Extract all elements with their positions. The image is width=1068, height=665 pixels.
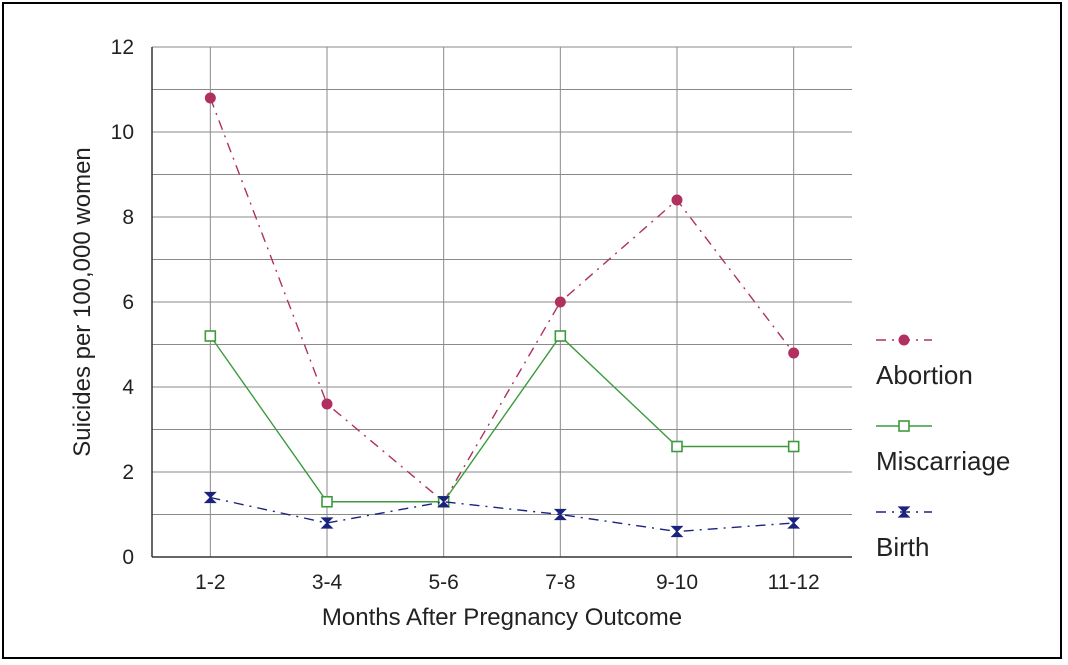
data-point-abortion	[204, 92, 216, 104]
x-tick-label: 9-10	[656, 571, 698, 594]
data-point-abortion	[321, 398, 333, 410]
data-point-birth	[437, 496, 451, 508]
y-tick-label: 10	[111, 121, 134, 144]
axes: 0 2 4 6 8 10 12 1-2 3-4 5-6 7-8 9-10 11-12	[111, 36, 852, 594]
data-point-birth	[203, 491, 217, 504]
data-point-miscarriage	[671, 440, 683, 453]
x-axis-title: Months After Pregnancy Outcome	[322, 604, 682, 631]
x-tick-label: 1-2	[195, 571, 225, 594]
y-tick-label: 6	[122, 291, 134, 314]
data-point-birth	[320, 517, 334, 529]
y-tick-label: 8	[122, 206, 134, 229]
legend-marker	[897, 506, 911, 518]
data-point-miscarriage	[204, 330, 217, 342]
x-tick-label: 7-8	[545, 571, 575, 594]
legend-label: Abortion	[876, 360, 973, 390]
series-group	[203, 92, 801, 538]
y-tick-label: 0	[122, 546, 134, 569]
legend-marker	[898, 420, 910, 432]
data-point-miscarriage	[787, 440, 800, 453]
series-line-abortion	[209, 97, 795, 503]
x-tick-label: 3-4	[312, 571, 343, 594]
data-point-birth	[670, 525, 684, 538]
data-point-abortion	[671, 194, 683, 206]
y-tick-label: 2	[122, 461, 134, 484]
legend-label: Birth	[876, 532, 929, 562]
y-tick-label: 4	[122, 376, 134, 399]
legend-label: Miscarriage	[876, 446, 1010, 476]
series-line-miscarriage	[209, 334, 794, 503]
data-point-birth	[553, 508, 567, 521]
legend: Abortion Miscarriage Birth	[876, 334, 1010, 562]
data-point-miscarriage	[554, 330, 567, 342]
y-tick-label: 12	[111, 36, 134, 59]
data-point-miscarriage	[321, 495, 333, 508]
data-point-abortion	[554, 296, 566, 308]
x-tick-label: 5-6	[428, 571, 458, 594]
legend-marker	[898, 334, 910, 346]
x-tick-label: 11-12	[768, 571, 820, 594]
y-axis-title: Suicides per 100,000 women	[69, 147, 96, 457]
data-point-abortion	[788, 347, 800, 359]
grid	[152, 46, 852, 557]
data-point-birth	[787, 517, 801, 529]
series-line-birth	[210, 496, 794, 533]
